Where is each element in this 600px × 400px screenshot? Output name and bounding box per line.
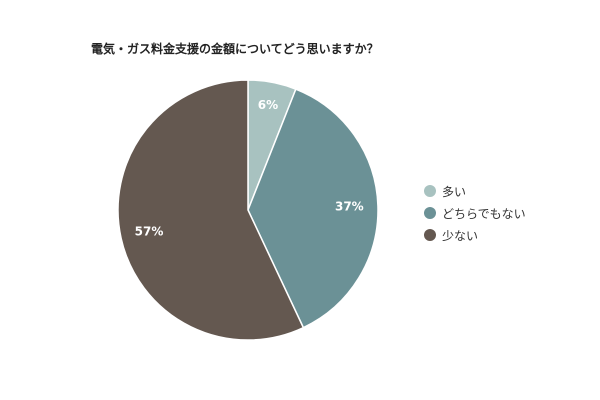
legend-item-few: 少ない	[424, 224, 526, 246]
legend-item-many: 多い	[424, 180, 526, 202]
legend-item-neutral: どちらでもない	[424, 202, 526, 224]
legend-swatch-many	[424, 185, 436, 197]
legend: 多い どちらでもない 少ない	[424, 180, 526, 246]
pie-slice-neutral	[247, 88, 379, 329]
chart-title: 電気・ガス料金支援の金額についてどう思いますか？	[91, 42, 379, 56]
slice-label-few: 57%	[135, 225, 164, 239]
legend-label-many: 多い	[442, 184, 467, 199]
legend-label-few: 少ない	[442, 228, 479, 243]
pie-slice-few	[117, 79, 305, 341]
legend-swatch-neutral	[424, 207, 436, 219]
slice-label-neutral: 37%	[335, 199, 364, 213]
legend-swatch-few	[424, 229, 436, 241]
legend-label-neutral: どちらでもない	[442, 206, 526, 221]
slice-label-many: 6%	[258, 98, 278, 112]
